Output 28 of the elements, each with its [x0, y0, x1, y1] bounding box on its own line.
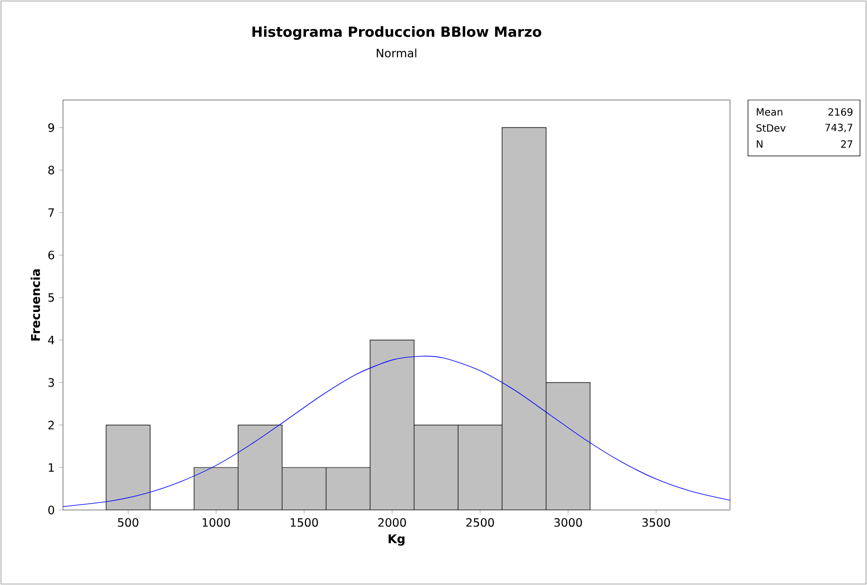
y-tick-label: 2 [48, 420, 54, 430]
x-tick-label: 3500 [642, 518, 670, 527]
x-tick-label: 3000 [554, 518, 582, 527]
y-tick-label: 6 [48, 250, 54, 260]
x-tick-label: 500 [118, 518, 138, 527]
x-axis-title: Kg [388, 534, 404, 546]
text: StDev [756, 124, 786, 132]
x-tick-label: 2000 [378, 518, 406, 527]
x-tick-label: 2500 [466, 518, 494, 527]
y-tick-label: 7 [48, 208, 54, 217]
text: 27 [841, 140, 852, 148]
x-tick-label: 1500 [290, 518, 318, 527]
y-tick-label: 8 [48, 166, 54, 174]
text: N [756, 140, 762, 148]
text: 743,7 [825, 124, 852, 132]
y-tick-label: 4 [48, 336, 54, 344]
y-tick-label: 5 [48, 293, 54, 302]
y-axis-title: Frecuencia [30, 269, 40, 340]
line-series [63, 356, 730, 507]
chart-subtitle: Normal [376, 48, 416, 58]
text: Mean [756, 108, 782, 116]
y-tick-label: 3 [48, 378, 54, 387]
x-tick-label: 1000 [202, 518, 230, 527]
y-tick-label: 9 [48, 123, 54, 132]
text: 2169 [828, 108, 852, 116]
y-tick-label: 0 [48, 506, 54, 514]
y-tick-label: 1 [48, 463, 54, 472]
chart-title: Histograma Produccion BBlow Marzo [252, 26, 542, 40]
